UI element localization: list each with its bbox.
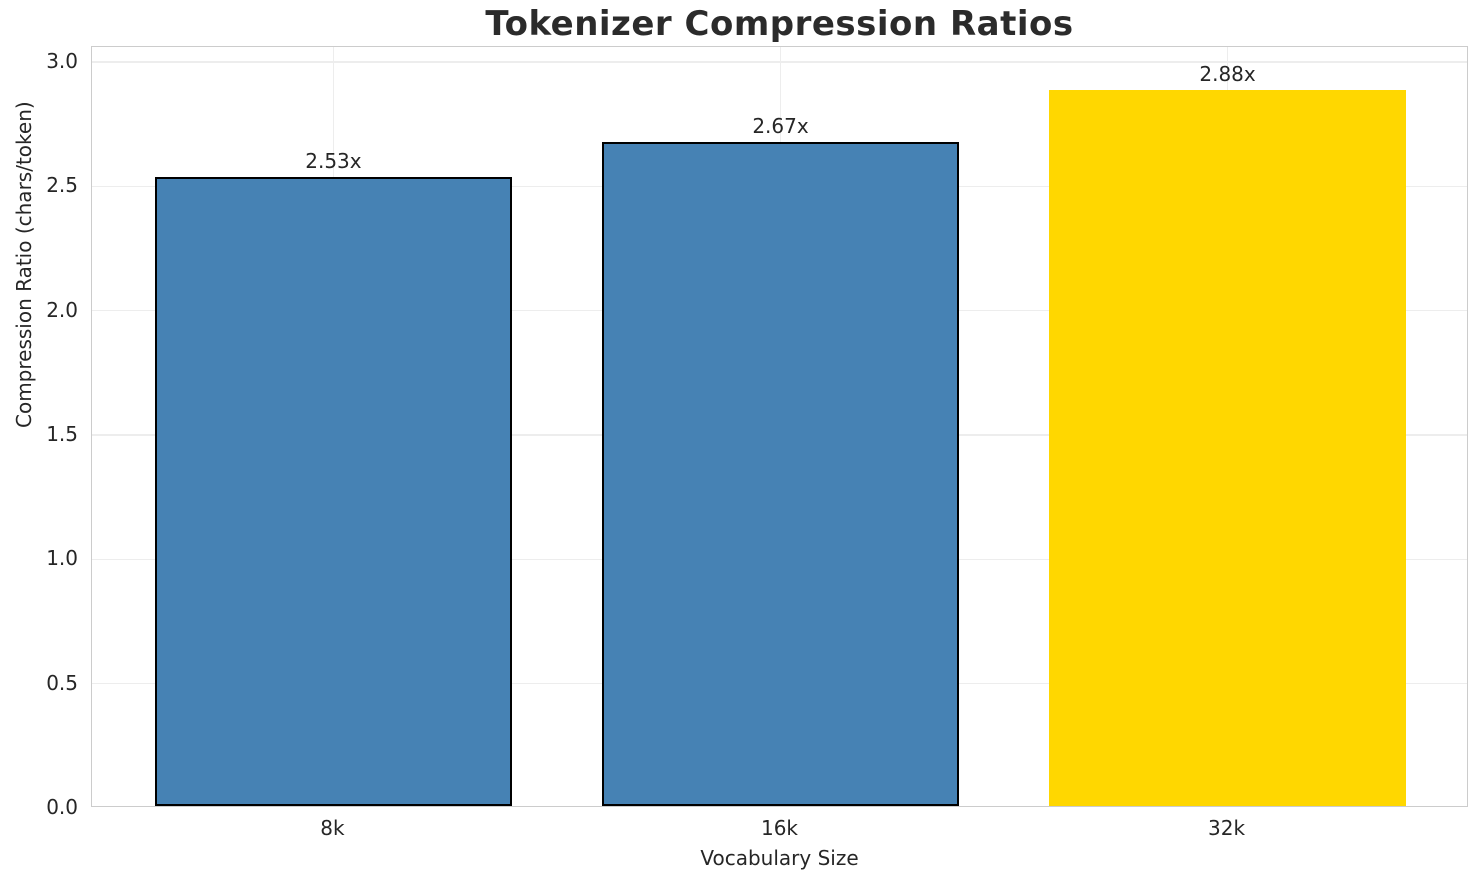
bar-16k: [601, 142, 960, 806]
y-tick-label: 2.0: [46, 297, 78, 322]
gridline-horizontal: [92, 61, 1467, 63]
x-tick-label: 8k: [320, 816, 345, 840]
bar-value-label: 2.67x: [752, 113, 809, 138]
chart-title: Tokenizer Compression Ratios: [485, 4, 1074, 44]
x-tick-label: 16k: [760, 816, 799, 840]
y-tick-label: 0.5: [46, 670, 78, 695]
plot-area: 2.53x 2.67x 2.88x: [91, 46, 1468, 807]
y-tick-label: 1.0: [46, 546, 78, 571]
bar-value-label: 2.88x: [1199, 61, 1256, 86]
bar-value-label: 2.53x: [305, 148, 362, 173]
bar-8k: [154, 176, 513, 806]
x-tick-label: 32k: [1208, 816, 1246, 840]
bar-32k: [1048, 89, 1407, 806]
y-tick-label: 1.5: [46, 421, 78, 446]
y-tick-label: 0.0: [46, 795, 78, 819]
x-axis-label: Vocabulary Size: [700, 846, 859, 870]
y-tick-label: 3.0: [46, 48, 78, 73]
y-tick-label: 2.5: [46, 173, 78, 198]
